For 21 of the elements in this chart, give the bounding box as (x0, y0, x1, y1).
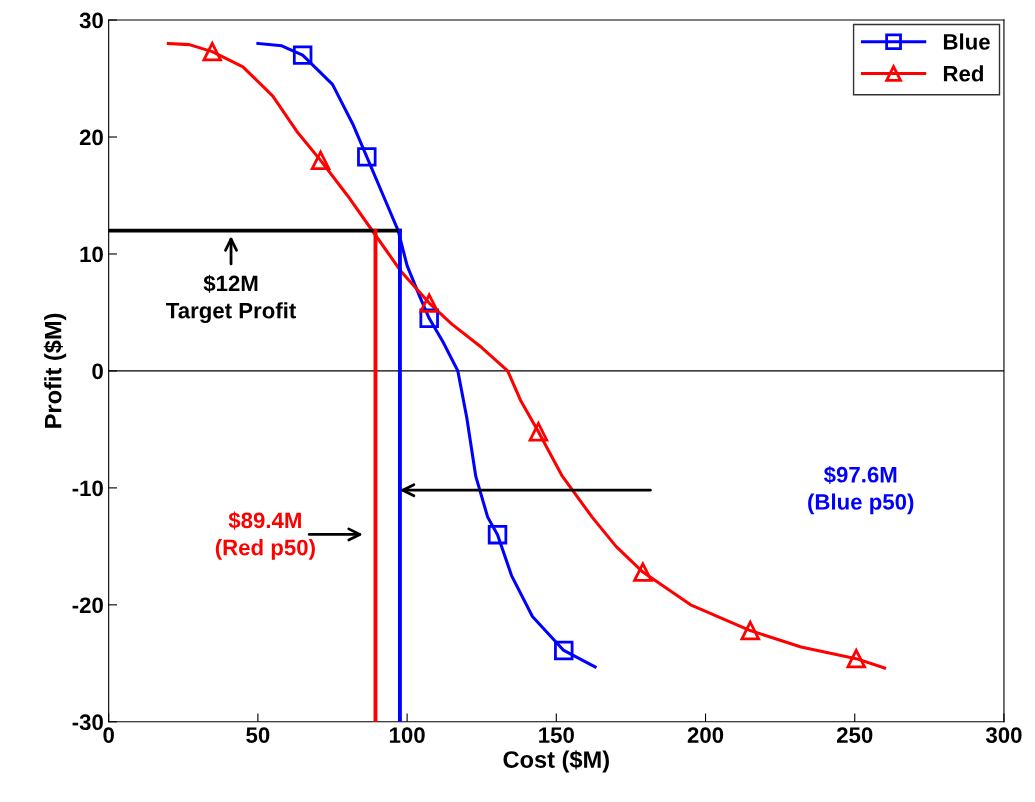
x-axis-title: Cost ($M) (503, 750, 609, 773)
annotation: $97.6M (Blue p50) (808, 465, 914, 515)
y-tick-label: -10 (72, 480, 103, 497)
x-tick-label: 150 (539, 727, 574, 743)
x-tick-label: 250 (836, 727, 873, 743)
x-tick-label: 0 (103, 727, 114, 743)
y-tick-label: -20 (72, 597, 103, 614)
legend-label: Red (943, 65, 983, 82)
annotation: $12M Target Profit (166, 274, 296, 323)
x-tick-label: 300 (985, 727, 1022, 744)
x-tick-label: 50 (246, 727, 270, 743)
y-tick-label: 20 (79, 129, 103, 146)
y-axis-title: Profit ($M) (43, 313, 67, 428)
x-tick-label: 100 (389, 727, 425, 743)
y-tick-label: 0 (92, 363, 103, 380)
legend-label: Blue (943, 33, 990, 50)
y-tick-label: -30 (72, 714, 103, 731)
y-tick-label: 10 (80, 246, 103, 263)
y-tick-label: 30 (79, 12, 103, 29)
annotation: $89.4M (Red p50) (215, 511, 315, 560)
x-tick-label: 200 (687, 727, 724, 743)
